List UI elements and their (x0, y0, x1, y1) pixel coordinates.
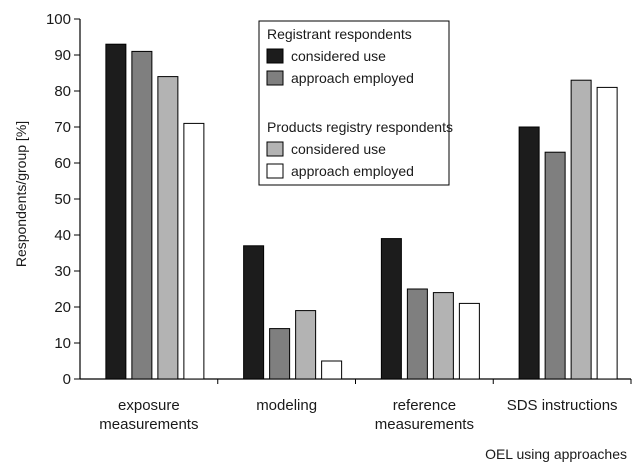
y-tick-label: 10 (54, 335, 71, 352)
x-tick-label: modeling (256, 397, 317, 414)
legend-label: approach employed (291, 163, 414, 179)
x-tick-label: exposure measurements (99, 397, 198, 433)
y-tick-label: 80 (54, 83, 71, 100)
x-axis-title: OEL using approaches (485, 446, 627, 462)
x-tick-label: SDS instructions (507, 397, 618, 414)
bar (432, 292, 454, 380)
y-tick-label: 20 (54, 299, 71, 316)
y-tick-label: 50 (54, 191, 71, 208)
y-tick-label: 30 (54, 263, 71, 280)
bar (518, 126, 540, 380)
legend-swatch (266, 163, 284, 179)
legend-swatch (266, 141, 284, 157)
legend-frame (258, 20, 450, 186)
bar (269, 328, 291, 380)
bar (570, 79, 592, 380)
legend-label: considered use (291, 48, 386, 64)
bar (295, 310, 317, 380)
bar (321, 360, 343, 380)
legend-swatch (266, 70, 284, 86)
bar (105, 43, 127, 380)
bar (131, 50, 153, 380)
plot-area: 0 10 20 30 40 50 60 70 80 90 100 exposure measuremen… (46, 11, 632, 433)
y-tick-label: 40 (54, 227, 71, 244)
bar (380, 238, 402, 380)
legend-label: approach employed (291, 70, 414, 86)
bar (458, 302, 480, 380)
bar (544, 151, 566, 380)
legend-group-title: Products registry respondents (267, 119, 453, 135)
y-tick-label: 0 (63, 371, 71, 388)
y-tick-label: 70 (54, 119, 71, 136)
bar (596, 86, 618, 380)
bar (157, 76, 179, 380)
bar (183, 122, 205, 380)
legend-label: considered use (291, 141, 386, 157)
bar (406, 288, 428, 380)
legend: Registrant respondents considered use appr… (258, 20, 453, 186)
legend-swatch (266, 48, 284, 64)
y-axis-title: Respondents/group [%] (13, 121, 29, 267)
y-tick-label: 100 (46, 11, 71, 28)
bar (243, 245, 265, 380)
legend-group-title: Registrant respondents (267, 26, 412, 42)
x-tick-label: reference measurements (375, 397, 474, 433)
y-tick-label: 90 (54, 47, 71, 64)
y-tick-label: 60 (54, 155, 71, 172)
